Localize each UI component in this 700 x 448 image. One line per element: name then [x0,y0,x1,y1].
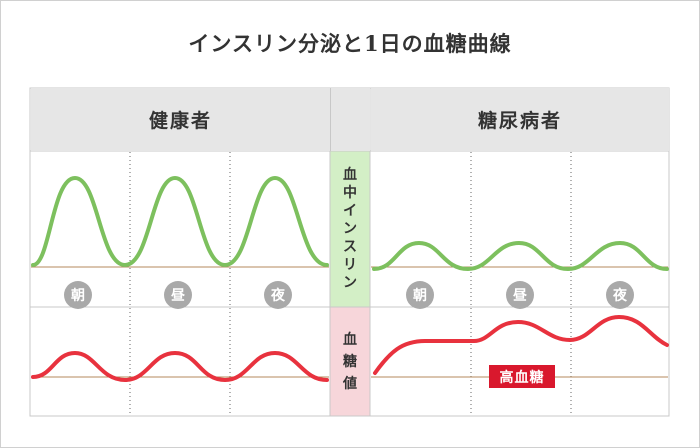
row-label-glucose-char: 糖 [343,353,357,370]
row-label-glucose-char: 値 [343,375,357,392]
row-label-insulin-char: ン [343,275,357,291]
row-label-insulin-char: リ [343,257,357,273]
column-header-center [331,88,370,151]
insulin-row-bg [330,151,370,307]
row-label-insulin-char: イ [343,203,357,219]
time-badge-noon-diabetic: 昼 [506,281,534,309]
time-badge-night-diabetic: 夜 [606,281,634,309]
diagram-title: インスリン分泌と1日の血糖曲線 [188,31,512,56]
column-header-diabetic: 糖尿病者 [371,88,669,151]
column-header-healthy: 健康者 [31,88,331,151]
time-badge-night-healthy: 夜 [264,281,292,309]
row-label-insulin-char: ン [343,221,357,237]
row-label-insulin-char: ス [343,239,357,255]
row-label-insulin: 血 中 イ ン ス リ ン [330,152,370,306]
row-label-glucose: 血 糖 値 [330,308,370,415]
row-label-insulin-char: 血 [343,167,357,183]
diabetic-glucose-curve [373,315,669,375]
healthy-insulin-curve [31,176,329,267]
time-badge-morning-diabetic: 朝 [406,281,434,309]
time-badge-noon-healthy: 昼 [164,281,192,309]
dotted-separators [129,152,572,416]
glucose-row-bg [330,307,370,416]
diabetic-insulin-curve [372,241,669,271]
time-badge-morning-healthy: 朝 [64,281,92,309]
high-glucose-badge: 高血糖 [489,365,555,388]
row-label-glucose-char: 血 [343,331,357,348]
healthy-glucose-curve [31,351,329,382]
row-label-insulin-char: 中 [343,185,357,201]
